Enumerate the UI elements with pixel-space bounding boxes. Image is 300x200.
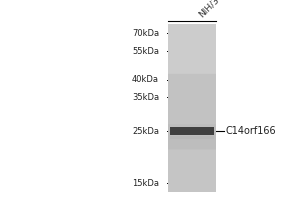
- Bar: [170, 128, 214, 131]
- Text: 25kDa: 25kDa: [132, 127, 159, 136]
- Text: 40kDa: 40kDa: [132, 75, 159, 84]
- Bar: [170, 136, 214, 139]
- Text: NIH/3T3: NIH/3T3: [196, 0, 228, 19]
- Text: 55kDa: 55kDa: [132, 46, 159, 55]
- Bar: [170, 127, 214, 135]
- Text: 70kDa: 70kDa: [132, 28, 159, 38]
- Text: C14orf166: C14orf166: [225, 126, 276, 136]
- Text: 15kDa: 15kDa: [132, 178, 159, 188]
- Text: 35kDa: 35kDa: [132, 92, 159, 102]
